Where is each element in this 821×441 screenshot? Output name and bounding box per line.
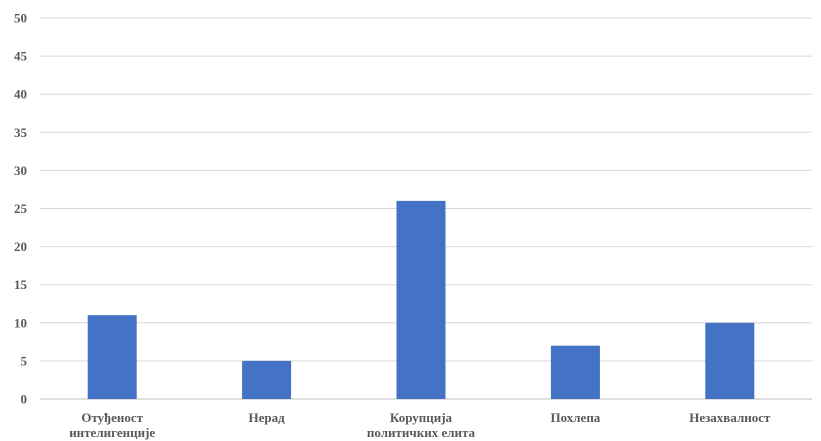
x-category-label: Нерад	[248, 410, 285, 425]
y-tick-label: 20	[14, 239, 27, 254]
y-tick-label: 50	[14, 11, 27, 26]
x-category-label-line: Нерад	[248, 410, 285, 425]
y-axis-tick-labels: 0 5 10 15 20 25 30 35 40 45 50	[14, 11, 28, 407]
x-axis-category-labels: Отуђеност интелигенције Нерад Корупција поли…	[69, 410, 771, 440]
x-category-label: Корупција политичких елита	[367, 410, 476, 440]
y-tick-label: 45	[14, 49, 28, 64]
y-tick-label: 30	[14, 163, 27, 178]
bar	[242, 360, 292, 399]
y-tick-label: 25	[14, 201, 28, 216]
y-tick-label: 35	[14, 125, 28, 140]
bar	[550, 345, 600, 399]
bar	[705, 322, 755, 399]
y-tick-label: 15	[14, 277, 28, 292]
x-category-label-line: Похлепа	[550, 410, 600, 425]
bar	[396, 200, 446, 399]
x-category-label-line: Незахвалност	[689, 410, 771, 425]
x-category-label: Незахвалност	[689, 410, 771, 425]
x-category-label-line: Отуђеност	[81, 410, 143, 425]
bar	[87, 315, 137, 399]
x-category-label-line: интелигенције	[69, 425, 155, 440]
x-category-label-line: Корупција	[390, 410, 453, 425]
y-tick-label: 0	[21, 392, 28, 407]
x-category-label: Похлепа	[550, 410, 600, 425]
y-tick-label: 5	[21, 353, 28, 368]
y-tick-label: 10	[14, 315, 27, 330]
x-category-label: Отуђеност интелигенције	[69, 410, 155, 440]
x-category-label-line: политичких елита	[367, 425, 476, 440]
bars	[87, 200, 755, 399]
y-tick-label: 40	[14, 87, 27, 102]
